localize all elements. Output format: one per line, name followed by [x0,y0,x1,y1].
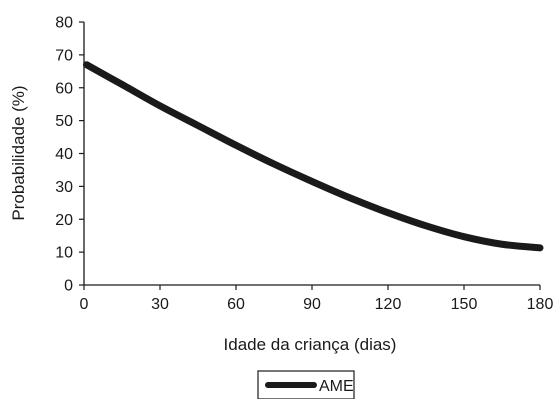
x-tick-label: 60 [227,296,245,313]
x-tick-label: 30 [151,296,169,313]
y-tick-label: 30 [55,179,73,196]
y-tick-label: 0 [64,278,73,295]
legend: AME [257,370,355,399]
y-tick-label: 80 [55,15,73,32]
x-tick-label: 120 [375,296,402,313]
y-tick-label: 20 [55,212,73,229]
x-axis-title: Idade da criança (dias) [224,335,397,354]
y-tick-label: 10 [55,245,73,262]
x-tick-label: 180 [527,296,554,313]
y-tick-label: 70 [55,47,73,64]
y-ticks: 0 10 20 30 40 50 60 70 80 [55,15,84,295]
y-axis-title: Probabilidade (%) [9,85,28,220]
legend-label-ame: AME [319,378,354,395]
x-ticks: 0 30 60 90 120 150 180 [80,285,554,313]
x-tick-label: 150 [451,296,478,313]
y-tick-label: 50 [55,113,73,130]
series-line-0 [83,61,544,252]
y-tick-label: 60 [55,80,73,97]
x-tick-label: 90 [303,296,321,313]
axes [83,22,540,286]
series-layer [83,61,544,252]
x-tick-label: 0 [80,296,89,313]
y-tick-label: 40 [55,146,73,163]
